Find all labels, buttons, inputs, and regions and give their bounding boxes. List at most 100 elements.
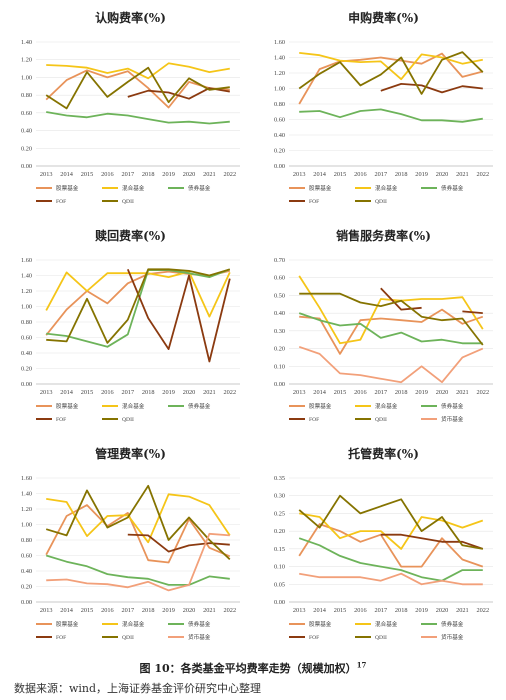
series-line-混合基金 [299,512,484,550]
x-tick-label: 2021 [456,389,469,396]
legend-label: 股票基金 [309,620,332,628]
x-tick-label: 2020 [436,389,449,396]
x-tick-label: 2021 [203,389,216,396]
legend-label: 债券基金 [188,184,211,192]
x-tick-label: 2013 [293,389,306,396]
y-tick-label: 0.20 [21,366,32,373]
x-tick-label: 2013 [40,171,53,178]
series-line-股票基金 [298,523,484,568]
y-tick-label: 0.20 [21,584,32,591]
legend-label: 债券基金 [188,620,211,628]
x-tick-label: 2013 [40,389,53,396]
legend-label: 债券基金 [441,620,464,628]
y-tick-label: 0.10 [274,363,285,370]
series-line-QDII [298,51,484,95]
series-line-QDII [298,494,483,550]
x-tick-label: 2016 [101,171,114,178]
x-tick-label: 2018 [395,607,408,614]
x-tick-label: 2021 [456,607,469,614]
x-tick-label: 2014 [313,607,326,614]
y-tick-label: 0.00 [21,163,32,170]
x-tick-label: 2014 [313,389,326,396]
chart-title: 销售服务费率(%) [336,228,431,243]
chart-panel-2: 申购费率(%) 0.00 0.20 0.40 0.60 0.80 1.00 1.20 1.40 1… [253,0,506,215]
chart-svg: 管理费率(%) 0.00 0.20 0.40 0.60 0.80 1.00 1.20 1.40 1… [21,446,240,641]
x-tick-label: 2019 [415,389,428,396]
x-tick-label: 2021 [203,171,216,178]
y-tick-label: 0.15 [274,546,285,553]
legend-label: 混合基金 [122,184,145,192]
legend-label: 货币基金 [441,633,464,641]
y-tick-label: 0.60 [274,117,285,124]
legend-label: 股票基金 [56,402,79,410]
legend-label: 股票基金 [309,184,332,192]
x-tick-label: 2015 [81,607,94,614]
y-tick-label: 0.70 [274,257,285,264]
x-tick-label: 2021 [203,607,216,614]
y-tick-label: 0.60 [21,110,32,117]
x-tick-label: 2013 [40,607,53,614]
x-tick-label: 2020 [183,389,196,396]
x-tick-label: 2015 [81,171,94,178]
y-tick-label: 0.80 [21,319,32,326]
y-tick-label: 1.40 [21,39,32,46]
x-tick-label: 2018 [142,389,155,396]
legend-label: QDII [375,199,387,205]
series-line-债券基金 [298,537,483,582]
y-tick-label: 0.20 [274,346,285,353]
legend-label: FOF [309,199,319,205]
chart-panel-1: 认购费率(%) 0.00 0.20 0.40 0.60 0.80 1.00 1.20 1.40 2… [0,0,253,215]
legend-label: 债券基金 [188,402,211,410]
y-tick-label: 0.05 [274,581,285,588]
x-tick-label: 2014 [60,171,73,178]
legend-label: 混合基金 [375,620,398,628]
y-tick-label: 1.60 [21,257,32,264]
y-tick-label: 0.80 [21,92,32,99]
legend-label: FOF [309,417,319,423]
legend-label: 混合基金 [375,184,398,192]
y-tick-label: 0.00 [274,381,285,388]
x-tick-label: 2017 [122,171,135,178]
x-tick-label: 2020 [436,171,449,178]
legend-label: QDII [122,417,134,423]
series-line-股票基金 [299,308,484,355]
chart-panel-6: 托管费率(%) 0.00 0.05 0.10 0.15 0.20 0.25 0.30 0.35 2… [253,436,506,651]
y-tick-label: 0.40 [21,350,32,357]
x-tick-label: 2019 [415,171,428,178]
legend-label: 股票基金 [56,620,79,628]
series-line-债券基金 [299,108,483,123]
x-tick-label: 2021 [456,171,469,178]
figure-caption: 图 10：各类基金平均费率走势（规模加权）17 [0,660,506,676]
y-tick-label: 0.30 [274,493,285,500]
x-tick-label: 2018 [395,389,408,396]
y-tick-label: 1.60 [274,39,285,46]
series-line-债券基金 [46,111,230,125]
x-tick-label: 2022 [224,607,237,614]
y-tick-label: 1.20 [274,70,285,77]
x-tick-label: 2019 [162,607,175,614]
x-tick-label: 2016 [101,389,114,396]
x-tick-label: 2022 [477,607,490,614]
x-tick-label: 2016 [354,389,367,396]
x-tick-label: 2017 [375,607,388,614]
legend-label: 混合基金 [122,620,145,628]
series-line-混合基金 [46,62,230,80]
series-line-债券基金 [45,554,230,586]
chart-svg: 申购费率(%) 0.00 0.20 0.40 0.60 0.80 1.00 1.20 1.40 1… [274,10,493,205]
series-line-混合基金 [46,493,231,544]
x-tick-label: 2014 [313,171,326,178]
chart-title: 认购费率(%) [95,10,166,25]
legend-label: 混合基金 [122,402,145,410]
series-line-FOF [380,533,484,550]
legend-label: 股票基金 [309,402,332,410]
chart-svg: 托管费率(%) 0.00 0.05 0.10 0.15 0.20 0.25 0.30 0.35 2… [274,446,493,641]
y-tick-label: 0.20 [21,145,32,152]
y-tick-label: 0.00 [21,599,32,606]
y-tick-label: 0.80 [274,101,285,108]
y-tick-label: 0.50 [274,292,285,299]
x-tick-label: 2018 [395,171,408,178]
chart-svg: 认购费率(%) 0.00 0.20 0.40 0.60 0.80 1.00 1.20 1.40 2… [21,10,240,205]
y-tick-label: 0.20 [274,148,285,155]
legend-label: QDII [122,635,134,641]
legend-label: QDII [122,199,134,205]
